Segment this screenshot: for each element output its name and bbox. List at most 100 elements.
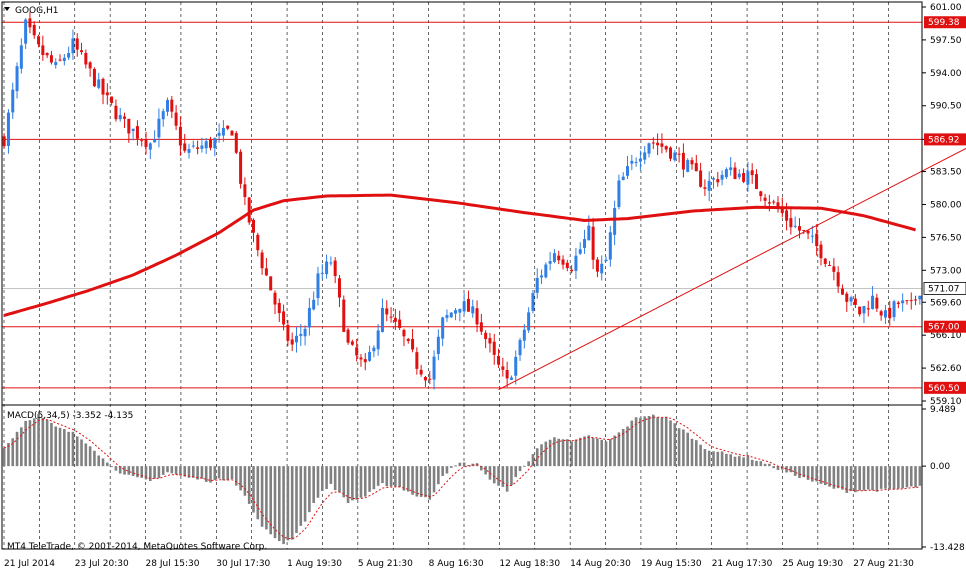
macd-histogram-bar	[204, 466, 208, 482]
candle-body	[402, 329, 406, 337]
candle-body	[213, 138, 217, 149]
candle-body	[626, 166, 630, 176]
candle-body	[540, 275, 544, 278]
macd-histogram-bar	[875, 466, 879, 492]
candle-body	[479, 322, 483, 332]
macd-histogram-bar	[574, 439, 578, 467]
candle-body	[896, 302, 900, 305]
macd-histogram-bar	[690, 438, 694, 467]
candle-body	[389, 316, 393, 318]
dropdown-triangle-icon[interactable]	[4, 7, 10, 11]
candle-body	[368, 351, 372, 361]
candle-body	[290, 339, 294, 345]
candle-body	[595, 259, 599, 272]
macd-histogram-bar	[192, 466, 195, 478]
candle-body	[660, 143, 664, 147]
macd-histogram-bar	[385, 466, 389, 487]
candle-body	[767, 202, 771, 204]
macd-histogram-bar	[41, 417, 45, 467]
candle-body	[733, 167, 737, 180]
candle-body	[914, 299, 918, 301]
macd-histogram-bar	[67, 431, 70, 467]
macd-histogram-bar	[548, 439, 552, 467]
macd-histogram-bar	[746, 455, 750, 467]
macd-histogram-bar	[123, 466, 126, 475]
candle-body	[200, 145, 204, 149]
candle-body	[875, 297, 879, 309]
level-price-label: 567.00	[928, 323, 960, 333]
candle-body	[342, 299, 346, 332]
macd-histogram-bar	[505, 466, 509, 492]
macd-histogram-bar	[652, 414, 655, 467]
candle-body	[810, 235, 814, 237]
candle-body	[226, 125, 230, 129]
x-tick-label: 14 Aug 20:30	[570, 559, 631, 569]
macd-histogram-bar	[45, 420, 49, 467]
macd-histogram-bar	[798, 466, 801, 479]
candle-body	[67, 53, 71, 58]
macd-histogram-bar	[449, 466, 453, 468]
macd-histogram-bar	[544, 441, 548, 467]
macd-histogram-bar	[131, 466, 135, 477]
macd-histogram-bar	[854, 466, 857, 493]
candle-body	[608, 232, 612, 260]
macd-histogram-bar	[97, 455, 101, 467]
macd-histogram-bar	[363, 466, 367, 497]
candle-body	[797, 226, 801, 231]
candle-body	[24, 19, 28, 44]
candle-body	[37, 36, 41, 45]
macd-histogram-bar	[179, 466, 182, 476]
macd-histogram-bar	[656, 417, 659, 467]
y-tick-label: 601.00	[930, 3, 962, 13]
macd-histogram-bar	[720, 451, 724, 467]
macd-histogram-bar	[166, 466, 169, 473]
macd-histogram-bar	[226, 466, 230, 481]
candle-body	[303, 328, 307, 337]
macd-histogram-bar	[707, 450, 711, 467]
macd-histogram-bar	[359, 466, 363, 498]
x-tick-label: 8 Aug 16:30	[429, 559, 484, 569]
macd-histogram-bar	[914, 466, 917, 488]
macd-histogram-bar	[183, 466, 187, 477]
macd-histogram-bar	[596, 438, 599, 467]
y-tick-label: 569.60	[930, 298, 962, 308]
y-tick-label: 580.00	[930, 200, 962, 210]
y-tick-label: 594.00	[930, 69, 962, 79]
macd-histogram-bar	[454, 465, 457, 467]
macd-histogram-bar	[24, 420, 27, 467]
x-tick-label: 19 Aug 15:30	[641, 559, 702, 569]
macd-histogram-bar	[626, 426, 629, 467]
macd-histogram-bar	[303, 466, 307, 522]
candle-body	[664, 146, 668, 150]
candle-body	[372, 347, 376, 352]
candle-body	[230, 130, 234, 136]
macd-histogram-bar	[682, 429, 685, 467]
macd-y-tick-label: 0.00	[930, 462, 950, 472]
macd-histogram-bar	[84, 443, 88, 467]
candle-body	[518, 340, 522, 356]
candle-body	[325, 261, 329, 275]
macd-histogram-bar	[28, 420, 32, 467]
candle-body	[643, 152, 647, 160]
macd-histogram-bar	[677, 428, 681, 467]
macd-histogram-bar	[866, 466, 870, 490]
macd-histogram-bar	[71, 431, 75, 467]
macd-histogram-bar	[819, 466, 823, 484]
macd-histogram-bar	[277, 466, 281, 542]
macd-histogram-bar	[879, 466, 883, 489]
candle-body	[92, 68, 96, 87]
candle-body	[312, 299, 316, 310]
candle-body	[583, 239, 587, 248]
level-price-tag	[924, 16, 966, 29]
candle-body	[316, 273, 320, 299]
macd-histogram-bar	[729, 454, 732, 467]
macd-histogram-bar	[80, 439, 83, 467]
macd-histogram-bar	[497, 466, 500, 486]
candle-body	[273, 292, 277, 305]
macd-histogram-bar	[570, 441, 573, 467]
candle-body	[41, 45, 45, 56]
macd-histogram-bar	[849, 466, 853, 492]
macd-title: MACD(5,34,5) -3.352 -4.135	[7, 411, 133, 421]
macd-histogram-bar	[523, 465, 526, 467]
candle-body	[819, 244, 823, 259]
